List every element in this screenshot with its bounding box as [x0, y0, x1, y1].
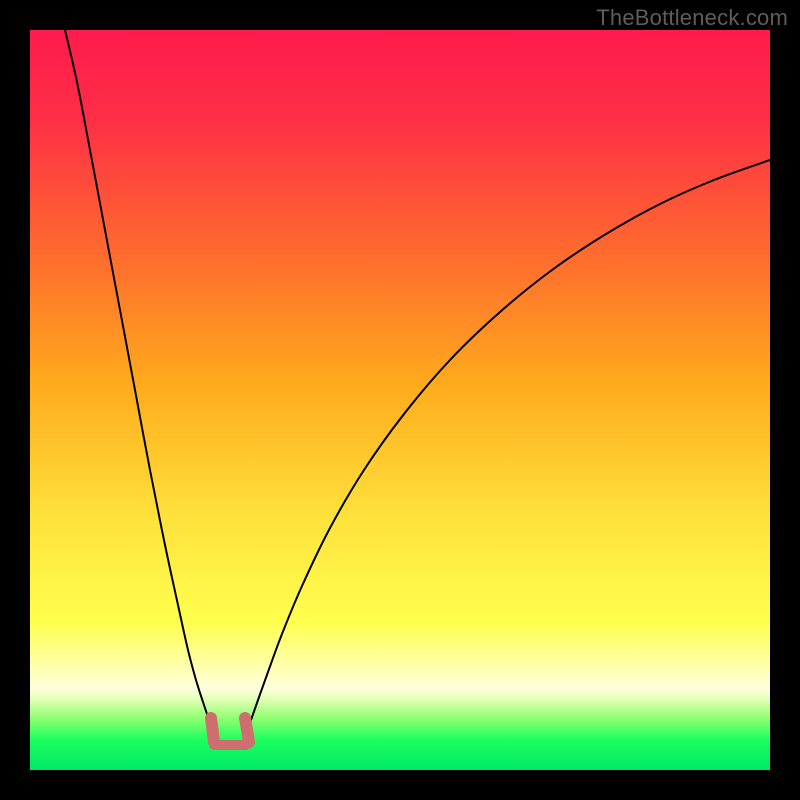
plot-area [30, 30, 770, 770]
curve-left-branch [65, 30, 209, 720]
curve-right-branch [251, 160, 770, 720]
bottleneck-curve-layer [30, 30, 770, 770]
watermark-text: TheBottleneck.com [596, 5, 788, 31]
trough-markers [211, 718, 249, 745]
chart-outer-frame: TheBottleneck.com [0, 0, 800, 800]
